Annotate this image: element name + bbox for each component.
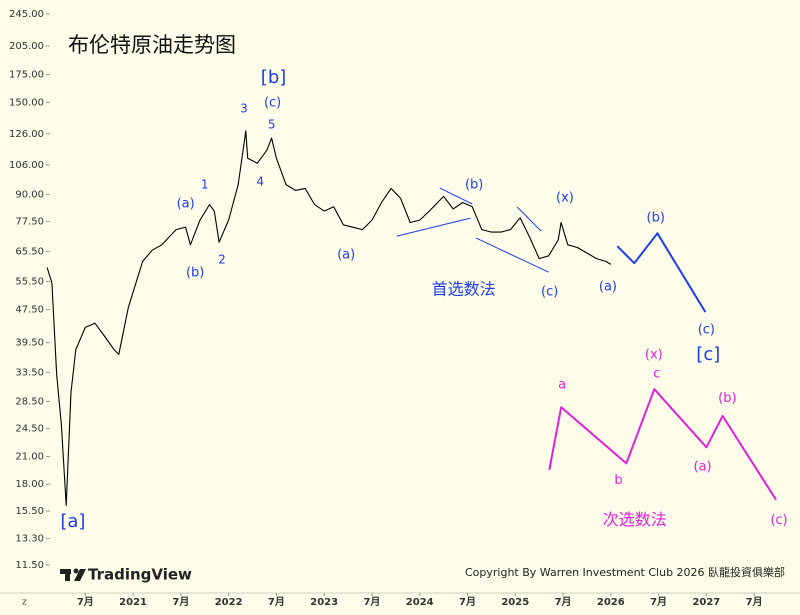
y-tick-label: 18.00 <box>15 479 44 490</box>
y-tick-label: 77.50 <box>15 216 44 227</box>
wave-label: (c) <box>698 322 715 337</box>
logo-mark <box>74 569 86 581</box>
corner-label: z <box>22 598 27 608</box>
wave-label: b <box>614 473 622 488</box>
copyright: Copyright By Warren Investment Club 2026… <box>465 565 785 579</box>
wave-label: 1 <box>201 178 209 192</box>
trend-line <box>396 217 471 237</box>
y-tick-label: 39.50 <box>15 338 44 349</box>
x-tick-label: 2021 <box>119 597 147 608</box>
wave-label: 首选数法 <box>432 280 496 299</box>
y-tick-label: 245.00 <box>9 9 44 20</box>
projection-line <box>616 232 707 313</box>
y-tick-label: 205.00 <box>9 41 44 52</box>
wave-label: (a) <box>599 280 617 295</box>
x-tick-label: 7月 <box>555 596 572 608</box>
wave-label: [a] <box>60 511 85 532</box>
x-tick-label: 7月 <box>459 596 476 608</box>
trend-line <box>475 237 549 273</box>
y-tick-label: 15.50 <box>15 506 44 517</box>
logo: TradingView <box>60 566 192 584</box>
y-tick-label: 126.00 <box>9 129 44 140</box>
y-tick-label: 90.00 <box>15 189 44 200</box>
y-tick-label: 47.50 <box>15 304 44 315</box>
x-tick-label: 2024 <box>406 597 434 608</box>
trend-line <box>439 187 473 205</box>
wave-label: a <box>558 378 566 393</box>
chart-title: 布伦特原油走势图 <box>68 33 236 57</box>
watermark: TradingView <box>88 566 192 584</box>
wave-label: (b) <box>465 178 483 193</box>
y-tick-label: 24.50 <box>15 424 44 435</box>
wave-label: (c) <box>541 285 558 300</box>
wave-label: 4 <box>256 174 264 188</box>
wave-label: c <box>653 366 660 381</box>
wave-label: (x) <box>645 347 663 362</box>
wave-label: 2 <box>218 253 226 267</box>
wave-label: (a) <box>693 460 711 475</box>
wave-label: 3 <box>240 102 248 116</box>
y-tick-label: 65.50 <box>15 247 44 258</box>
x-tick-label: 7月 <box>77 596 94 608</box>
trend-line <box>516 206 542 232</box>
wave-label: (a) <box>337 248 355 263</box>
wave-label: (c) <box>264 95 281 110</box>
x-tick-label: 2022 <box>215 597 243 608</box>
y-tick-label: 28.50 <box>15 396 44 407</box>
y-tick-label: 55.50 <box>15 276 44 287</box>
y-tick-label: 150.00 <box>9 97 44 108</box>
x-tick-label: 2023 <box>310 597 338 608</box>
x-tick-label: 7月 <box>746 596 763 608</box>
wave-label: [b] <box>261 67 286 88</box>
wave-label: (c) <box>770 513 787 528</box>
wave-label: [c] <box>696 344 720 365</box>
y-tick-label: 175.00 <box>9 70 44 81</box>
y-tick-label: 33.50 <box>15 367 44 378</box>
x-tick-label: 2027 <box>692 597 720 608</box>
projection-line <box>548 388 777 501</box>
wave-label: (b) <box>647 211 665 226</box>
y-tick-label: 11.50 <box>15 560 44 571</box>
x-tick-label: 2026 <box>597 597 625 608</box>
wave-label: 次选数法 <box>603 510 667 529</box>
wave-label: 5 <box>268 117 276 131</box>
logo-mark <box>65 569 70 581</box>
x-tick-label: 7月 <box>172 596 189 608</box>
logo-mark <box>73 568 79 574</box>
y-tick-label: 13.30 <box>15 534 44 545</box>
y-tick-label: 21.00 <box>15 451 44 462</box>
x-tick-label: 7月 <box>650 596 667 608</box>
x-tick-label: 7月 <box>363 596 380 608</box>
x-tick-label: 2025 <box>501 597 529 608</box>
y-tick-label: 106.00 <box>9 160 44 171</box>
wave-label: (b) <box>186 266 204 281</box>
x-tick-label: 7月 <box>268 596 285 608</box>
price-line <box>46 130 612 506</box>
wave-label: (b) <box>718 391 736 406</box>
wave-label: (x) <box>556 190 574 205</box>
wave-label: (a) <box>177 197 195 212</box>
